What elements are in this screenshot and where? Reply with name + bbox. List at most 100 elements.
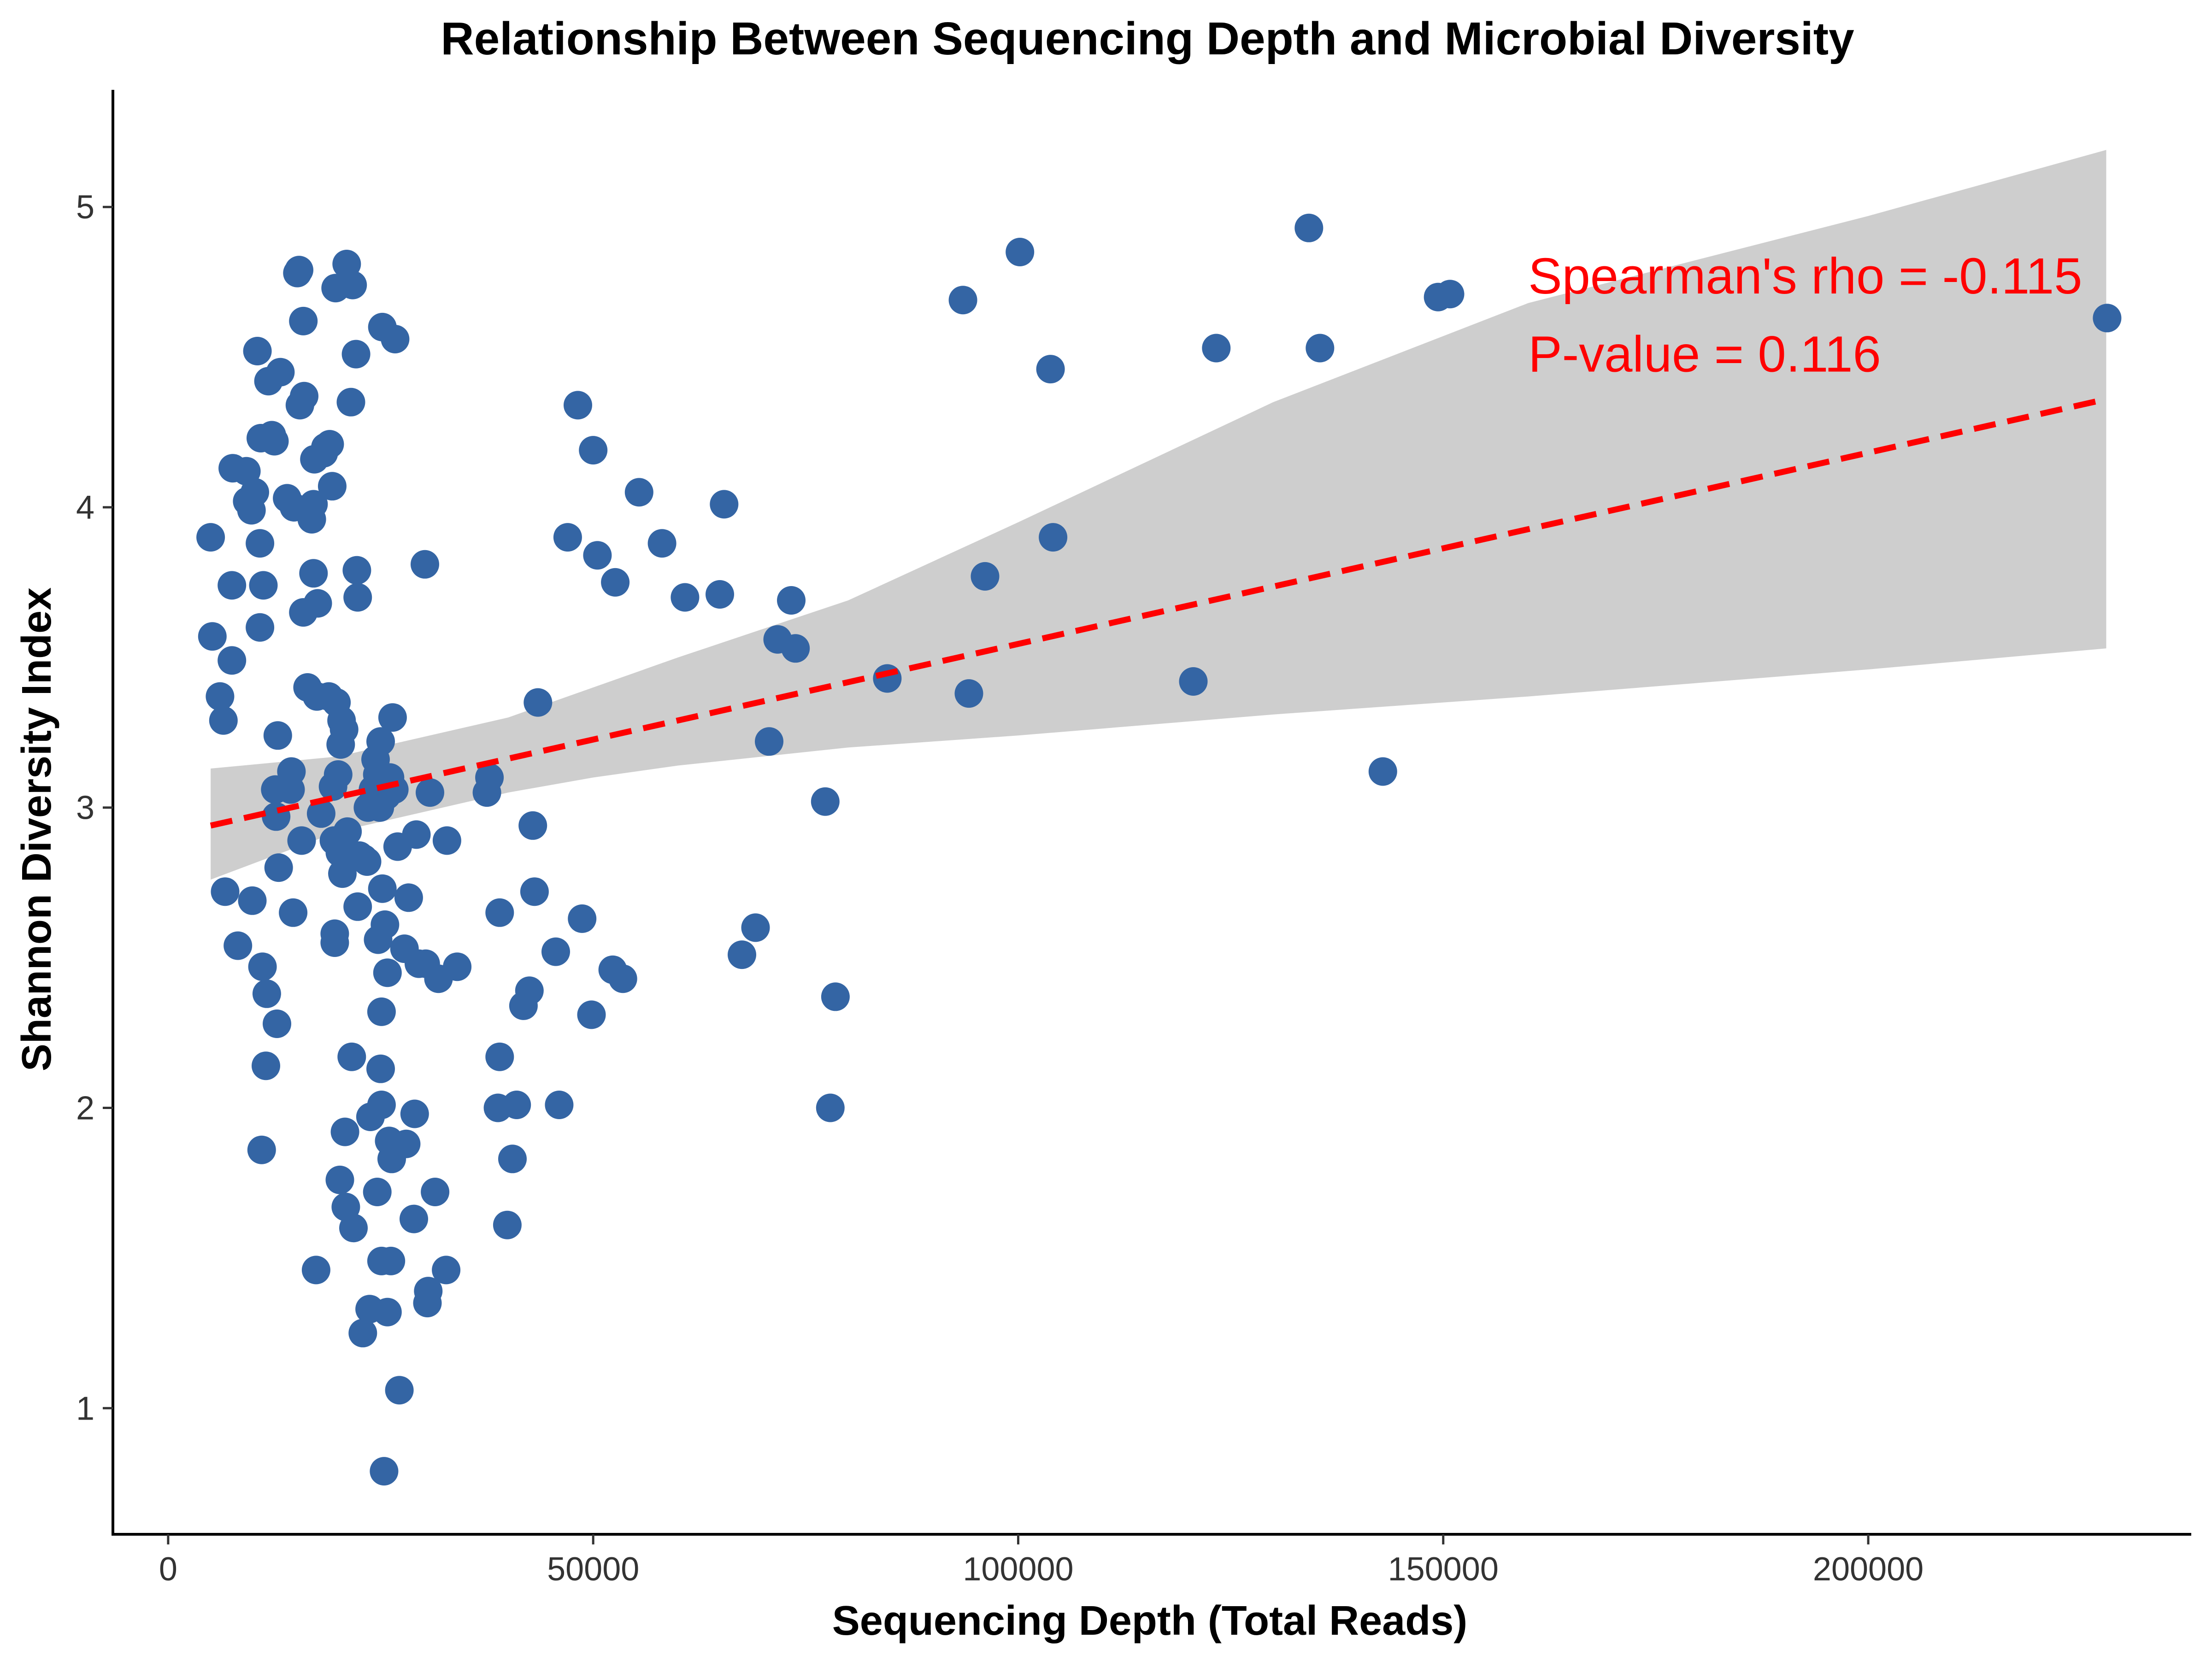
data-point-80 <box>339 1214 368 1243</box>
data-point-19 <box>247 1135 276 1164</box>
data-point-66 <box>324 760 353 789</box>
data-point-169 <box>777 586 806 615</box>
data-point-13 <box>238 886 267 915</box>
data-point-27 <box>260 427 289 456</box>
data-point-63 <box>320 928 349 957</box>
data-point-72 <box>329 715 359 744</box>
data-point-83 <box>343 583 372 612</box>
data-point-121 <box>394 883 423 912</box>
data-point-160 <box>624 478 653 507</box>
data-point-86 <box>348 1319 377 1348</box>
data-point-102 <box>367 997 396 1026</box>
data-point-184 <box>1306 334 1335 363</box>
data-point-175 <box>948 286 977 315</box>
data-point-58 <box>315 430 344 459</box>
data-point-3 <box>206 682 235 711</box>
data-point-141 <box>493 1210 522 1239</box>
data-point-130 <box>416 778 444 807</box>
data-point-181 <box>1179 667 1208 696</box>
data-point-84 <box>343 892 372 921</box>
data-point-165 <box>728 940 756 969</box>
y-tick-label: 3 <box>76 790 94 827</box>
data-point-142 <box>498 1145 527 1174</box>
y-tick-label: 2 <box>76 1090 94 1127</box>
data-point-45 <box>290 382 318 411</box>
data-point-17 <box>246 613 275 642</box>
data-point-149 <box>541 937 570 966</box>
y-tick-label: 5 <box>76 189 94 226</box>
data-point-81 <box>341 340 371 369</box>
data-point-16 <box>246 529 275 558</box>
data-point-134 <box>432 826 461 855</box>
data-point-161 <box>647 529 677 558</box>
data-point-2 <box>198 622 227 651</box>
data-point-32 <box>264 853 293 882</box>
x-axis-title: Sequencing Depth (Total Reads) <box>832 1598 1467 1644</box>
data-point-115 <box>380 775 409 804</box>
data-point-146 <box>518 811 547 840</box>
data-point-14 <box>241 478 269 507</box>
data-point-187 <box>1435 280 1465 309</box>
data-point-185 <box>1368 757 1397 786</box>
x-tick-label: 50000 <box>547 1551 639 1588</box>
data-point-98 <box>366 727 395 756</box>
annotation-layer: Spearman's rho = -0.115 P-value = 0.116 <box>1528 248 2082 382</box>
data-point-88 <box>353 847 382 876</box>
data-point-30 <box>263 1010 291 1038</box>
data-point-95 <box>363 1178 392 1206</box>
confidence-band <box>211 150 2106 880</box>
data-point-43 <box>289 306 318 335</box>
data-point-36 <box>277 757 306 786</box>
data-point-156 <box>583 541 612 570</box>
data-point-76 <box>333 817 362 846</box>
data-point-164 <box>710 490 739 519</box>
data-point-59 <box>318 472 347 501</box>
data-point-122 <box>400 1204 428 1233</box>
data-point-79 <box>338 270 367 299</box>
data-point-112 <box>377 1246 406 1275</box>
data-point-21 <box>249 571 278 600</box>
data-point-42 <box>287 826 316 855</box>
data-point-148 <box>524 688 553 717</box>
data-point-116 <box>381 325 410 353</box>
data-point-103 <box>368 874 397 903</box>
y-axis-title: Shannon Diversity Index <box>14 587 60 1071</box>
data-point-129 <box>414 1277 443 1306</box>
x-tick-label: 0 <box>159 1551 177 1588</box>
data-point-166 <box>741 913 770 942</box>
data-point-153 <box>568 904 597 933</box>
data-point-177 <box>971 562 1000 591</box>
data-point-159 <box>608 964 637 993</box>
data-point-179 <box>1036 355 1065 384</box>
data-point-37 <box>279 898 308 927</box>
trend-line <box>210 396 2107 829</box>
data-point-162 <box>671 583 700 612</box>
data-point-188 <box>2093 304 2122 333</box>
data-point-109 <box>373 958 402 987</box>
data-point-99 <box>366 1054 395 1083</box>
data-point-173 <box>821 982 850 1011</box>
points-layer <box>196 213 2122 1486</box>
data-point-133 <box>432 1256 461 1285</box>
data-point-145 <box>515 976 544 1005</box>
data-point-7 <box>218 646 247 675</box>
data-point-73 <box>330 1117 359 1146</box>
data-point-105 <box>370 1457 399 1486</box>
data-point-9 <box>224 931 253 960</box>
data-point-171 <box>811 787 840 816</box>
p-value-annotation: P-value = 0.116 <box>1528 326 1881 383</box>
data-point-15 <box>243 337 272 365</box>
data-point-139 <box>485 898 514 927</box>
data-point-71 <box>328 859 357 888</box>
data-point-167 <box>755 727 783 756</box>
data-point-20 <box>248 952 277 981</box>
data-point-49 <box>299 559 328 588</box>
confidence-band-layer <box>211 150 2106 880</box>
data-point-33 <box>266 358 295 387</box>
data-point-126 <box>411 550 439 579</box>
data-point-137 <box>475 763 504 792</box>
data-point-5 <box>211 877 240 906</box>
data-point-23 <box>252 979 281 1008</box>
